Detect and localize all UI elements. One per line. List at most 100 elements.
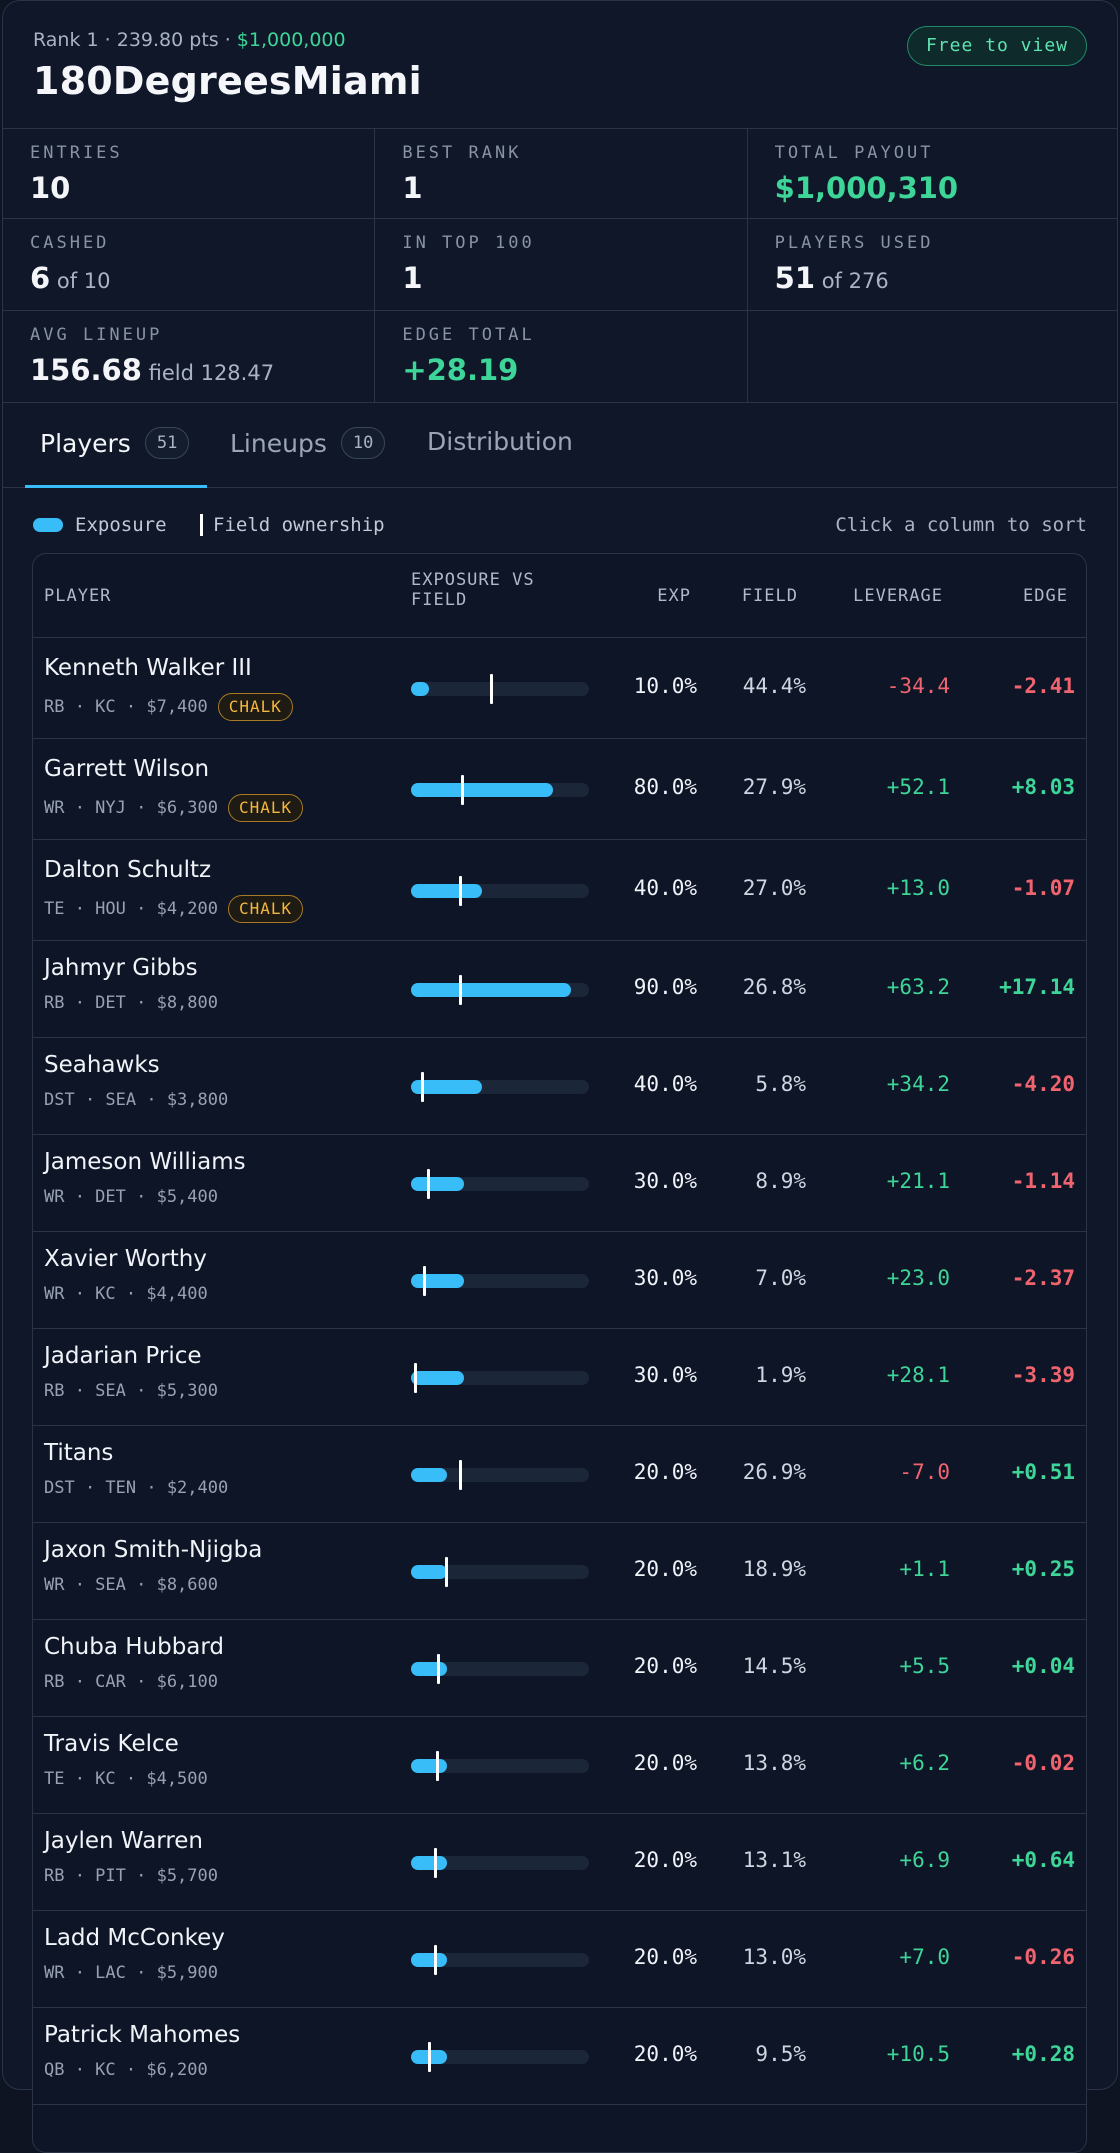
edge-value: +0.28 (1011, 2042, 1075, 2066)
player-name[interactable]: Kenneth Walker III (44, 655, 252, 681)
player-position-team-salary: WR · DET · $5,400 (44, 1187, 218, 1207)
stat-main: 156.68 (30, 353, 142, 387)
player-position-team-salary: DST · SEA · $3,800 (44, 1090, 229, 1110)
player-meta: WR · SEA · $8,600 (44, 1575, 218, 1595)
col-edge[interactable]: EDGE (1023, 586, 1068, 606)
exposure-bar (411, 1557, 589, 1587)
exposure-fill (411, 1953, 447, 1967)
edge-value: -4.20 (1011, 1072, 1075, 1096)
leverage-value: +6.2 (899, 1751, 950, 1775)
tab-distribution[interactable]: Distribution (427, 427, 573, 456)
col-field[interactable]: FIELD (741, 586, 798, 606)
col-exposure-vs-field[interactable]: EXPOSURE VS FIELD (411, 570, 535, 610)
exposure-bar (411, 1848, 589, 1878)
field-ownership-marker (428, 2042, 431, 2072)
player-name[interactable]: Travis Kelce (44, 1731, 179, 1757)
player-meta: WR · DET · $5,400 (44, 1187, 218, 1207)
exposure-bar (411, 1266, 589, 1296)
leverage-value: +63.2 (886, 975, 950, 999)
leverage-value: +1.1 (899, 1557, 950, 1581)
exposure-fill (411, 783, 553, 797)
player-name[interactable]: Garrett Wilson (44, 756, 210, 782)
table-row[interactable]: Travis Kelce TE · KC · $4,500 20.0% 13.8% +6… (33, 1717, 1086, 1814)
player-meta: RB · CAR · $6,100 (44, 1672, 218, 1692)
player-name[interactable]: Jadarian Price (44, 1343, 202, 1369)
col-exp[interactable]: EXP (657, 586, 691, 606)
profile-header: Rank 1 · 239.80 pts · $1,000,000 180Degr… (3, 1, 1117, 128)
exposure-bar (411, 876, 589, 906)
player-meta: RB · KC · $7,400 CHALK (44, 693, 293, 721)
edge-value: +8.03 (1011, 775, 1075, 799)
table-row[interactable]: Titans DST · TEN · $2,400 20.0% 26.9% -7.0 +0… (33, 1426, 1086, 1523)
table-row[interactable]: Dalton Schultz TE · HOU · $4,200 CHALK 40.0… (33, 840, 1086, 941)
player-name[interactable]: Jameson Williams (44, 1149, 246, 1175)
player-meta: DST · SEA · $3,800 (44, 1090, 228, 1110)
stat-label: AVG LINEUP (30, 325, 163, 345)
table-row[interactable]: Seahawks DST · SEA · $3,800 40.0% 5.8% +34.2… (33, 1038, 1086, 1135)
table-row[interactable]: Chuba Hubbard RB · CAR · $6,100 20.0% 14.5%… (33, 1620, 1086, 1717)
exposure-fill (411, 1468, 447, 1482)
leverage-value: +5.5 (899, 1654, 950, 1678)
exp-value: 20.0% (633, 1654, 697, 1678)
player-name[interactable]: Titans (44, 1440, 114, 1466)
field-ownership-marker (434, 1848, 437, 1878)
table-row[interactable]: Jahmyr Gibbs RB · DET · $8,800 90.0% 26.8% +… (33, 941, 1086, 1038)
exp-value: 20.0% (633, 1945, 697, 1969)
stat-label: BEST RANK (402, 143, 522, 163)
table-row[interactable]: Garrett Wilson WR · NYJ · $6,300 CHALK 80.0… (33, 739, 1086, 840)
player-name[interactable]: Chuba Hubbard (44, 1634, 225, 1660)
player-name[interactable]: Jaxon Smith-Njigba (44, 1537, 263, 1563)
col-leverage[interactable]: LEVERAGE (853, 586, 943, 606)
col-player[interactable]: PLAYER (44, 586, 112, 606)
leverage-value: +6.9 (899, 1848, 950, 1872)
table-row[interactable]: Xavier Worthy WR · KC · $4,400 30.0% 7.0% +2… (33, 1232, 1086, 1329)
free-to-view-badge[interactable]: Free to view (906, 26, 1087, 66)
exposure-bar (411, 1945, 589, 1975)
player-meta: RB · SEA · $5,300 (44, 1381, 218, 1401)
table-row[interactable]: Patrick Mahomes QB · KC · $6,200 20.0% 9.5%… (33, 2008, 1086, 2105)
player-position-team-salary: WR · SEA · $8,600 (44, 1575, 218, 1595)
field-value: 7.0% (755, 1266, 806, 1290)
stat-total-payout: TOTAL PAYOUT $1,000,310 (748, 129, 1117, 218)
player-name[interactable]: Jaylen Warren (44, 1828, 204, 1854)
leverage-value: +23.0 (886, 1266, 950, 1290)
tab-players[interactable]: Players 51 (40, 427, 190, 459)
player-name[interactable]: Seahawks (44, 1052, 160, 1078)
table-row[interactable]: Jadarian Price RB · SEA · $5,300 30.0% 1.9%… (33, 1329, 1086, 1426)
player-name[interactable]: Patrick Mahomes (44, 2022, 241, 2048)
points-text: 239.80 pts (116, 29, 219, 51)
exp-value: 20.0% (633, 2042, 697, 2066)
table-row[interactable]: Jaylen Warren RB · PIT · $5,700 20.0% 13.1%… (33, 1814, 1086, 1911)
players-table: PLAYER EXPOSURE VS FIELD EXP FIELD LEVERA… (32, 553, 1087, 2153)
stat-best-rank: BEST RANK 1 (375, 129, 748, 218)
chalk-badge: CHALK (228, 895, 304, 923)
exp-value: 90.0% (633, 975, 697, 999)
player-name[interactable]: Dalton Schultz (44, 857, 212, 883)
table-row[interactable]: Kenneth Walker III RB · KC · $7,400 CHALK 1… (33, 638, 1086, 739)
table-body: Kenneth Walker III RB · KC · $7,400 CHALK 1… (33, 638, 1086, 2105)
player-position-team-salary: RB · SEA · $5,300 (44, 1381, 218, 1401)
field-ownership-marker (459, 1460, 462, 1490)
player-name[interactable]: Ladd McConkey (44, 1925, 225, 1951)
chart-legend: Exposure Field ownership Click a column … (3, 488, 1117, 554)
table-row[interactable]: Ladd McConkey WR · LAC · $5,900 20.0% 13.0%… (33, 1911, 1086, 2008)
stat-main: 6 (30, 261, 51, 295)
table-row[interactable]: Jameson Williams WR · DET · $5,400 30.0% 8.… (33, 1135, 1086, 1232)
field-value: 44.4% (742, 674, 806, 698)
table-row[interactable]: Jaxon Smith-Njigba WR · SEA · $8,600 20.0%… (33, 1523, 1086, 1620)
player-name[interactable]: Jahmyr Gibbs (44, 955, 198, 981)
player-name[interactable]: Xavier Worthy (44, 1246, 207, 1272)
legend-exposure: Exposure (33, 514, 167, 536)
player-position-team-salary: TE · HOU · $4,200 (44, 899, 218, 919)
field-value: 27.9% (742, 775, 806, 799)
exposure-fill (411, 1565, 447, 1579)
legend-label: Exposure (75, 514, 167, 536)
exp-value: 20.0% (633, 1848, 697, 1872)
field-ownership-marker (459, 876, 462, 906)
edge-value: +0.64 (1011, 1848, 1075, 1872)
field-ownership-marker (414, 1363, 417, 1393)
exp-value: 20.0% (633, 1557, 697, 1581)
tab-lineups[interactable]: Lineups 10 (230, 427, 386, 459)
leverage-value: -34.4 (886, 674, 950, 698)
player-meta: TE · KC · $4,500 (44, 1769, 208, 1789)
